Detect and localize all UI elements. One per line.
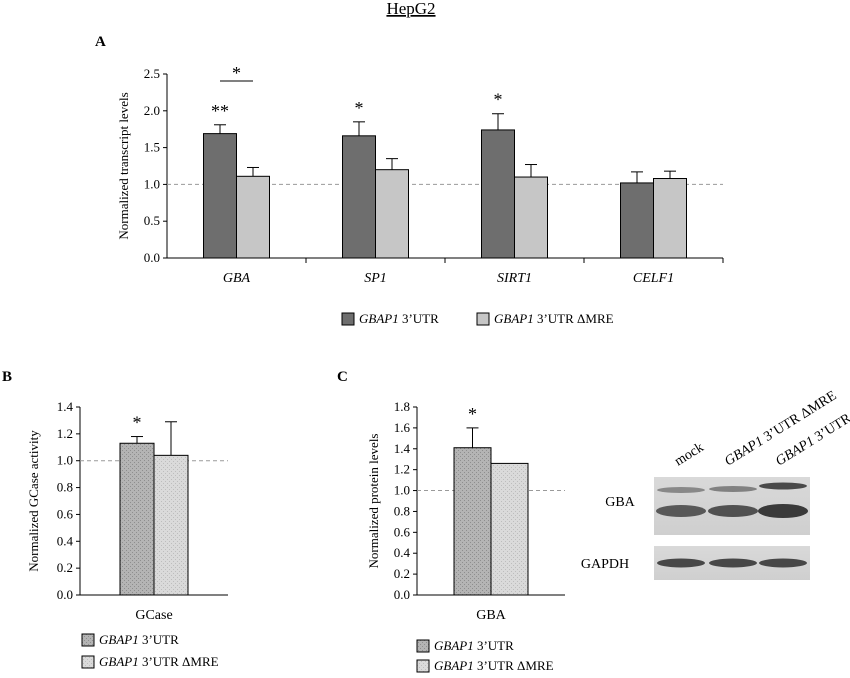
- x-category-label: SP1: [364, 271, 387, 286]
- y-tick-label: 0.4: [394, 545, 411, 560]
- legend-entry: GBAP1 3’UTR ΔMRE: [494, 311, 614, 326]
- y-tick-label: 0.0: [144, 250, 160, 265]
- band-gba-lower-dmre: [708, 505, 758, 517]
- chart-a-transcripts: 0.0 0.5 1.0 1.5 2.0 2.5 Normalized transcript …: [116, 63, 724, 326]
- legend-swatch: [81, 655, 95, 669]
- blot-gapdh-bands: [657, 558, 807, 568]
- y-axis-label: Normalized GCase activity: [26, 430, 41, 572]
- y-tick-label: 1.6: [394, 420, 411, 435]
- x-category-label: GBA: [476, 608, 506, 623]
- bar: [119, 442, 155, 596]
- significance-marker: *: [494, 90, 503, 110]
- legend-entry: GBAP1 3’UTR: [434, 638, 514, 653]
- significance-marker: *: [468, 404, 477, 424]
- chart-b-gcase-activity: 0.0 0.2 0.4 0.6 0.8 1.0 1.2 1.4 Normalized GCase…: [26, 399, 228, 669]
- y-tick-label: 0.5: [144, 213, 160, 228]
- legend-entry: GBAP1 3’UTR ΔMRE: [434, 658, 554, 673]
- significance-marker: *: [133, 413, 142, 433]
- y-tick-label: 1.2: [394, 462, 410, 477]
- x-category-label: GBA: [223, 271, 251, 286]
- figure-title: HepG2: [386, 0, 435, 18]
- bar: [620, 182, 654, 259]
- chart-c-protein-levels: 0.0 0.2 0.4 0.6 0.8 1.0 1.2 1.4 1.6 1.8 Normalized…: [366, 399, 565, 673]
- y-tick-label: 0.0: [57, 587, 73, 602]
- band-gapdh-dmre: [709, 558, 757, 568]
- blot-gapdh-label: GAPDH: [581, 557, 629, 572]
- y-tick-label: 1.0: [394, 483, 410, 498]
- y-tick-label: 0.4: [57, 533, 74, 548]
- y-tick-label: 0.6: [57, 506, 74, 521]
- x-category-label: GCase: [135, 608, 172, 623]
- legend-swatch: [81, 633, 95, 647]
- y-tick-label: 0.6: [394, 524, 411, 539]
- band-gba-upper-utr: [759, 482, 807, 490]
- x-category-label: CELF1: [633, 271, 674, 286]
- y-tick-label: 1.8: [394, 399, 410, 414]
- y-tick-label: 1.0: [57, 453, 73, 468]
- band-gba-upper-mock: [657, 487, 705, 493]
- bar: [490, 462, 529, 596]
- bar: [203, 133, 237, 259]
- legend-entry: GBAP1 3’UTR ΔMRE: [99, 654, 219, 669]
- western-blot: mock GBAP1 3’UTR ΔMRE GBAP1 3’UTR GBA GA…: [581, 388, 850, 580]
- y-tick-label: 1.4: [394, 441, 411, 456]
- y-tick-label: 1.0: [144, 176, 160, 191]
- band-gapdh-utr: [759, 558, 807, 568]
- legend-swatch: [476, 312, 490, 326]
- panel-a-label: A: [95, 34, 106, 50]
- bar: [481, 129, 515, 259]
- bar: [514, 176, 548, 259]
- panel-c-label: C: [337, 369, 348, 385]
- significance-marker: **: [211, 101, 229, 121]
- significance-marker: *: [232, 63, 241, 83]
- y-tick-label: 0.8: [394, 503, 410, 518]
- blot-gba-bands: [656, 482, 808, 518]
- significance-marker: *: [355, 98, 364, 118]
- bar: [453, 447, 492, 596]
- x-category-label: SIRT1: [497, 271, 532, 286]
- legend-swatch: [341, 312, 355, 326]
- legend-swatch: [416, 639, 430, 653]
- y-tick-label: 1.2: [57, 426, 73, 441]
- y-axis-label: Normalized protein levels: [366, 433, 381, 568]
- panel-b-label: B: [2, 369, 12, 385]
- band-gba-lower-mock: [656, 505, 706, 517]
- bar: [653, 178, 687, 259]
- y-tick-label: 1.5: [144, 140, 160, 155]
- legend-entry: GBAP1 3’UTR: [99, 632, 179, 647]
- blot-lane-label-mock: mock: [672, 440, 706, 469]
- y-tick-label: 1.4: [57, 399, 74, 414]
- y-tick-label: 0.0: [394, 587, 410, 602]
- bar: [236, 175, 270, 259]
- y-axis-label: Normalized transcript levels: [116, 92, 131, 239]
- y-tick-label: 2.5: [144, 66, 160, 81]
- bar: [375, 169, 409, 259]
- blot-gba-label: GBA: [605, 495, 635, 510]
- band-gba-upper-dmre: [709, 486, 757, 492]
- legend-swatch: [416, 659, 430, 673]
- bar: [153, 454, 189, 596]
- y-tick-label: 2.0: [144, 103, 160, 118]
- legend-entry: GBAP1 3’UTR: [359, 311, 439, 326]
- band-gba-lower-utr: [758, 504, 808, 518]
- band-gapdh-mock: [657, 558, 705, 568]
- y-tick-label: 0.8: [57, 480, 73, 495]
- bar: [342, 135, 376, 259]
- y-tick-label: 0.2: [57, 560, 73, 575]
- y-tick-label: 0.2: [394, 566, 410, 581]
